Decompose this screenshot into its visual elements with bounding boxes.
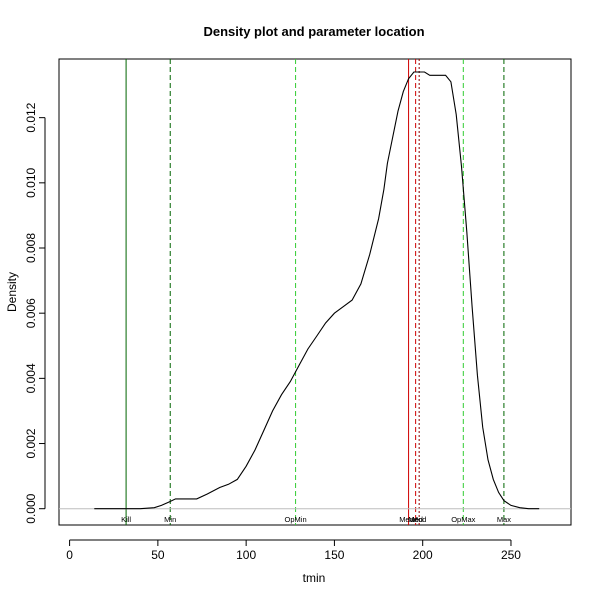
marker-label-opmin: OpMin	[285, 515, 307, 524]
marker-label-med: Med	[408, 515, 423, 524]
marker-label-mean: Mean	[399, 515, 418, 524]
x-tick-label: 50	[151, 548, 165, 562]
x-tick-label: 100	[236, 548, 256, 562]
x-tick-label: 0	[66, 548, 73, 562]
y-tick-label: 0.010	[24, 167, 38, 197]
marker-label-kill: Kill	[121, 515, 131, 524]
y-tick-label: 0.012	[24, 102, 38, 132]
marker-label-opmax: OpMax	[451, 515, 475, 524]
y-tick-label: 0.000	[24, 493, 38, 523]
chart-title: Density plot and parameter location	[203, 24, 424, 39]
density-curve-layer	[94, 71, 540, 510]
y-axis: 0.000 0.002 0.004 0.006 0.008 0.010 0.012	[24, 102, 46, 524]
marker-label-min: Min	[164, 515, 176, 524]
x-tick-label: 200	[413, 548, 433, 562]
parameter-marker-lines	[125, 59, 505, 525]
y-tick-label: 0.004	[24, 363, 38, 393]
y-tick-label: 0.006	[24, 298, 38, 328]
y-tick-label: 0.008	[24, 233, 38, 263]
x-tick-label: 150	[324, 548, 344, 562]
y-tick-label: 0.002	[24, 428, 38, 458]
x-axis-label: tmin	[303, 571, 326, 585]
marker-label-max: Max	[497, 515, 511, 524]
x-axis: 0 50 100 150 200 250	[66, 539, 521, 562]
marker-label-mod: Mod	[412, 515, 427, 524]
density-curve	[94, 71, 540, 510]
plot-frame	[58, 58, 572, 526]
x-tick-label: 250	[501, 548, 521, 562]
y-axis-label: Density	[5, 272, 19, 312]
